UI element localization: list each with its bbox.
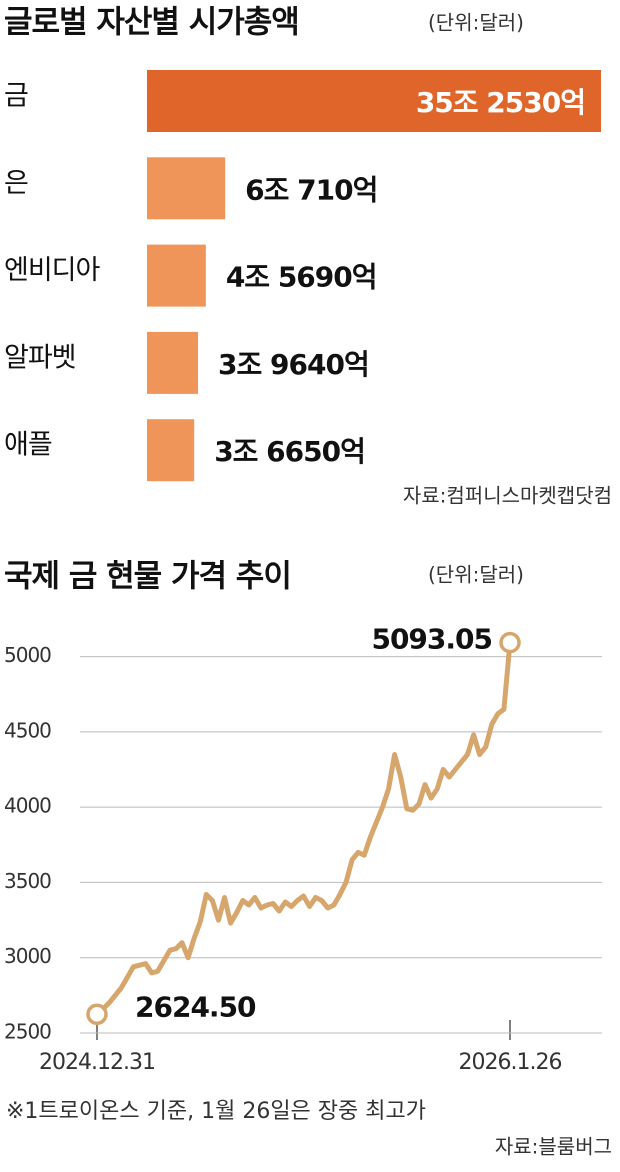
- value-label: 4조 5690억: [226, 261, 377, 294]
- bar: [147, 70, 601, 132]
- line-source: 자료:블룸버그: [495, 1135, 612, 1159]
- category-label: 애플: [4, 430, 52, 461]
- category-label: 알파벳: [4, 342, 76, 373]
- y-tick-label: 5000: [4, 643, 51, 667]
- line-note: ※1트로이온스 기준, 1월 26일은 장중 최고가: [6, 1099, 426, 1124]
- value-label: 2624.50: [135, 990, 256, 1023]
- category-label: 엔비디아: [4, 255, 101, 286]
- y-tick-label: 4000: [4, 794, 51, 818]
- end-marker: [499, 631, 521, 654]
- bar-unit: (단위:달러): [428, 11, 524, 35]
- line-unit: (단위:달러): [428, 563, 524, 587]
- bar: [147, 244, 206, 307]
- value-label: 5093.05: [371, 623, 492, 656]
- bar-source: 자료:컴퍼니스마켓캡닷컴: [403, 484, 612, 508]
- value-label: 3조 9640억: [218, 348, 369, 381]
- bar-title: 글로벌 자산별 시가총액: [4, 5, 299, 41]
- bar: [147, 331, 199, 394]
- x-tick-label: 2024.12.31: [39, 1050, 155, 1075]
- line-title: 국제 금 현물 가격 추이: [4, 559, 291, 595]
- value-label: 6조 710억: [245, 173, 377, 206]
- x-tick-label: 2026.1.26: [459, 1050, 562, 1075]
- value-label: 3조 6650억: [214, 435, 365, 468]
- bar: [147, 157, 226, 220]
- y-tick-label: 3000: [4, 944, 51, 968]
- value-label: 35조 2530억: [416, 86, 585, 119]
- category-label: 은: [4, 168, 28, 199]
- y-tick-label: 2500: [4, 1020, 51, 1044]
- bar: [147, 419, 195, 482]
- y-tick-label: 3500: [4, 869, 51, 893]
- category-label: 금: [4, 81, 28, 112]
- price-line: [95, 642, 513, 1017]
- end-marker: [86, 1003, 108, 1026]
- y-tick-label: 4500: [4, 718, 51, 742]
